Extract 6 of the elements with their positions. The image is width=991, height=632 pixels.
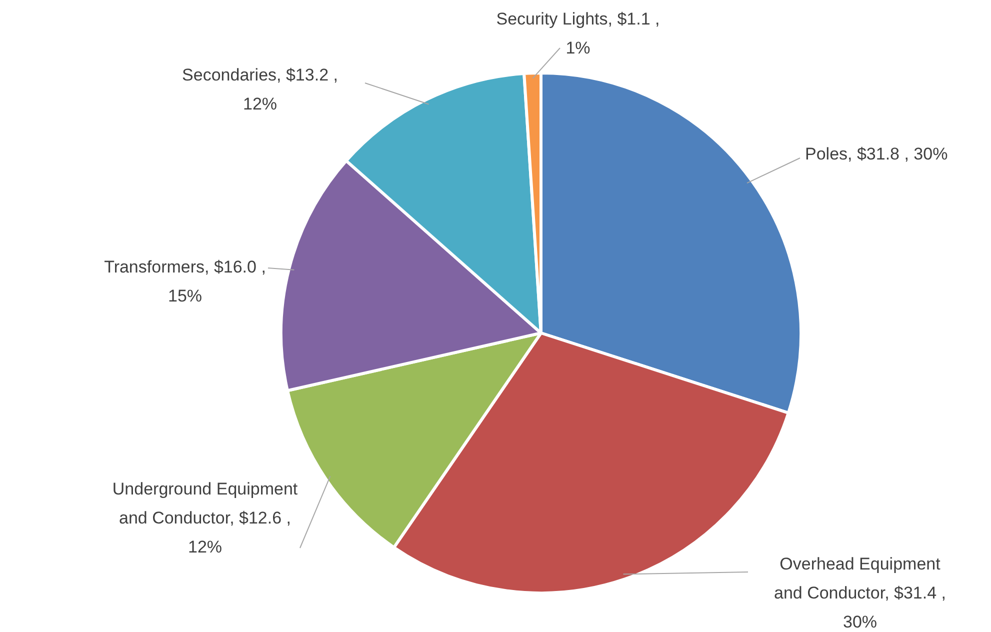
slice-label: Transformers, $16.0 , 15%	[104, 258, 266, 306]
slice-label: Secondaries, $13.2 , 12%	[182, 66, 338, 114]
slice-label: Poles, $31.8 , 30%	[805, 144, 948, 164]
slice-label: Security Lights, $1.1 , 1%	[496, 10, 660, 58]
slice-label: Overhead Equipment and Conductor, $31.4 , 30%	[774, 554, 946, 632]
slice-label: Underground Equipment and Conductor, $12.6 , 12%	[112, 480, 298, 557]
